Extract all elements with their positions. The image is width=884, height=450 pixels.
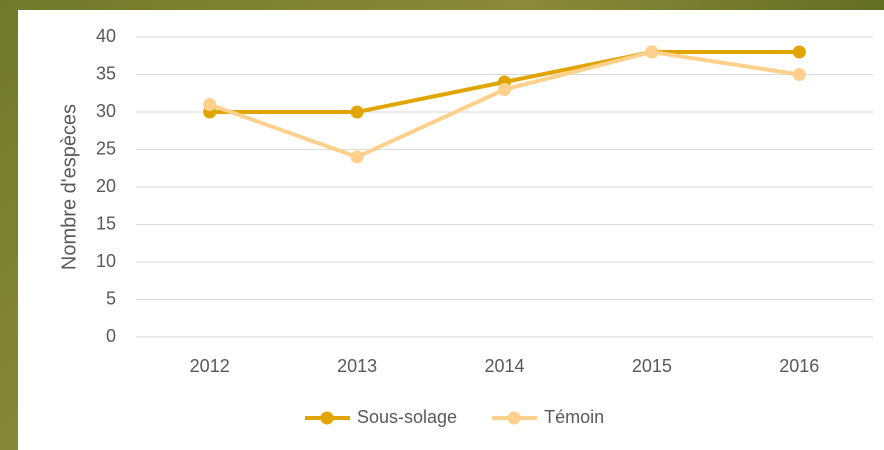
- data-point: [203, 98, 216, 111]
- data-point: [351, 106, 364, 119]
- x-tick-label: 2016: [779, 356, 819, 376]
- x-tick-label: 2012: [190, 356, 230, 376]
- data-point: [351, 151, 364, 164]
- series-line: [210, 52, 800, 157]
- legend-marker: [508, 412, 521, 425]
- x-tick-label: 2014: [484, 356, 524, 376]
- page: Nombre d'espèces 0 5 10 15 20 25 30 35 40 2012 201…: [0, 0, 884, 450]
- x-tick-label: 2013: [337, 356, 377, 376]
- data-point: [793, 46, 806, 59]
- legend-marker: [321, 412, 334, 425]
- y-axis-label: Nombre d'espèces: [58, 104, 80, 270]
- x-tick-label: 2015: [632, 356, 672, 376]
- data-point: [498, 83, 511, 96]
- legend-label: Témoin: [544, 407, 604, 427]
- y-tick-label: 25: [96, 138, 116, 158]
- y-tick-label: 5: [106, 288, 116, 308]
- y-tick-label: 35: [96, 63, 116, 83]
- y-tick-label: 30: [96, 101, 116, 121]
- y-tick-label: 10: [96, 251, 116, 271]
- y-tick-label: 20: [96, 176, 116, 196]
- chart: Nombre d'espèces 0 5 10 15 20 25 30 35 40 2012 201…: [0, 0, 884, 450]
- data-point: [793, 68, 806, 81]
- data-point: [645, 46, 658, 59]
- legend-label: Sous-solage: [357, 407, 457, 427]
- y-tick-label: 15: [96, 213, 116, 233]
- y-tick-label: 40: [96, 26, 116, 46]
- y-tick-label: 0: [106, 326, 116, 346]
